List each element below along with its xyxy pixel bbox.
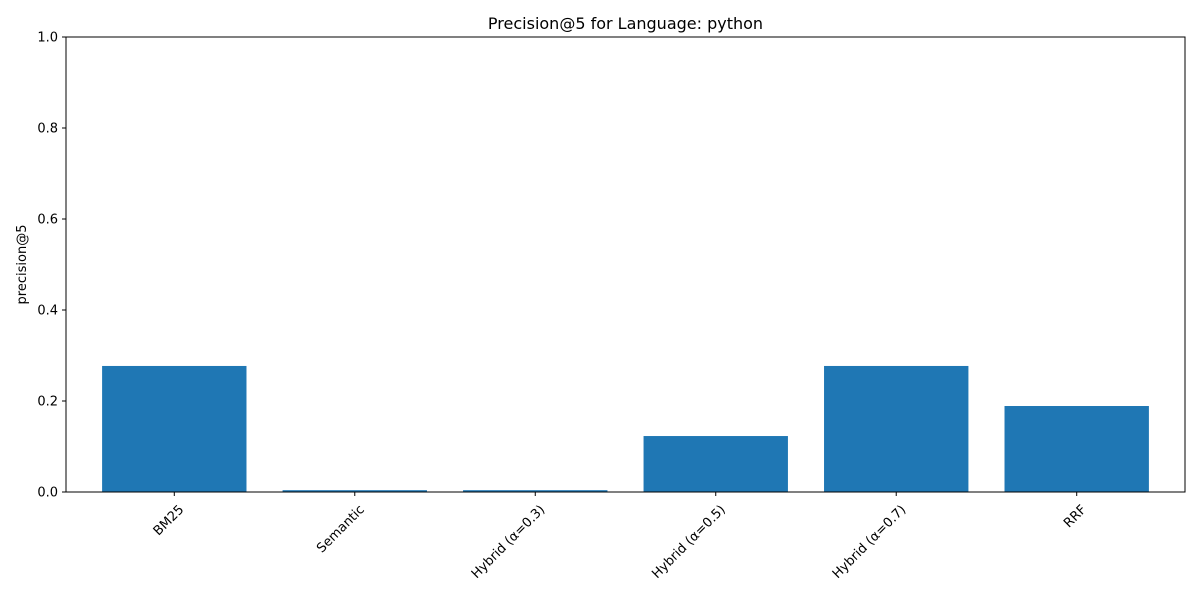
bar-0 xyxy=(102,365,247,492)
y-tick-label: 0.2 xyxy=(37,395,58,410)
y-tick-label: 1.0 xyxy=(37,31,58,46)
x-tick-label: Hybrid (α=0.5) xyxy=(649,502,728,581)
y-axis-label: precision@5 xyxy=(15,225,30,305)
x-tick-label: Hybrid (α=0.3) xyxy=(469,502,548,581)
y-tick-label: 0.0 xyxy=(37,486,58,501)
x-tick-label: RRF xyxy=(1061,502,1090,531)
bars-group xyxy=(102,365,1149,492)
bar-3 xyxy=(643,436,788,492)
y-tick-label: 0.8 xyxy=(37,122,58,137)
bar-2 xyxy=(463,490,608,492)
x-axis-ticks: BM25 Semantic Hybrid (α=0.3) Hybrid (α=0.5)… xyxy=(151,492,1090,582)
plot-frame xyxy=(65,36,1186,493)
y-tick-label: 0.4 xyxy=(37,304,58,319)
y-axis-ticks: 0.0 0.2 0.4 0.6 0.8 1.0 xyxy=(37,31,66,501)
x-tick-label: BM25 xyxy=(151,502,188,539)
bar-5 xyxy=(1004,406,1149,492)
bar-1 xyxy=(282,490,427,492)
y-tick-label: 0.6 xyxy=(37,213,58,228)
x-tick-label: Hybrid (α=0.7) xyxy=(830,502,909,581)
chart-title: Precision@5 for Language: python xyxy=(488,14,763,33)
bar-4 xyxy=(824,365,969,492)
x-tick-label: Semantic xyxy=(314,502,368,556)
